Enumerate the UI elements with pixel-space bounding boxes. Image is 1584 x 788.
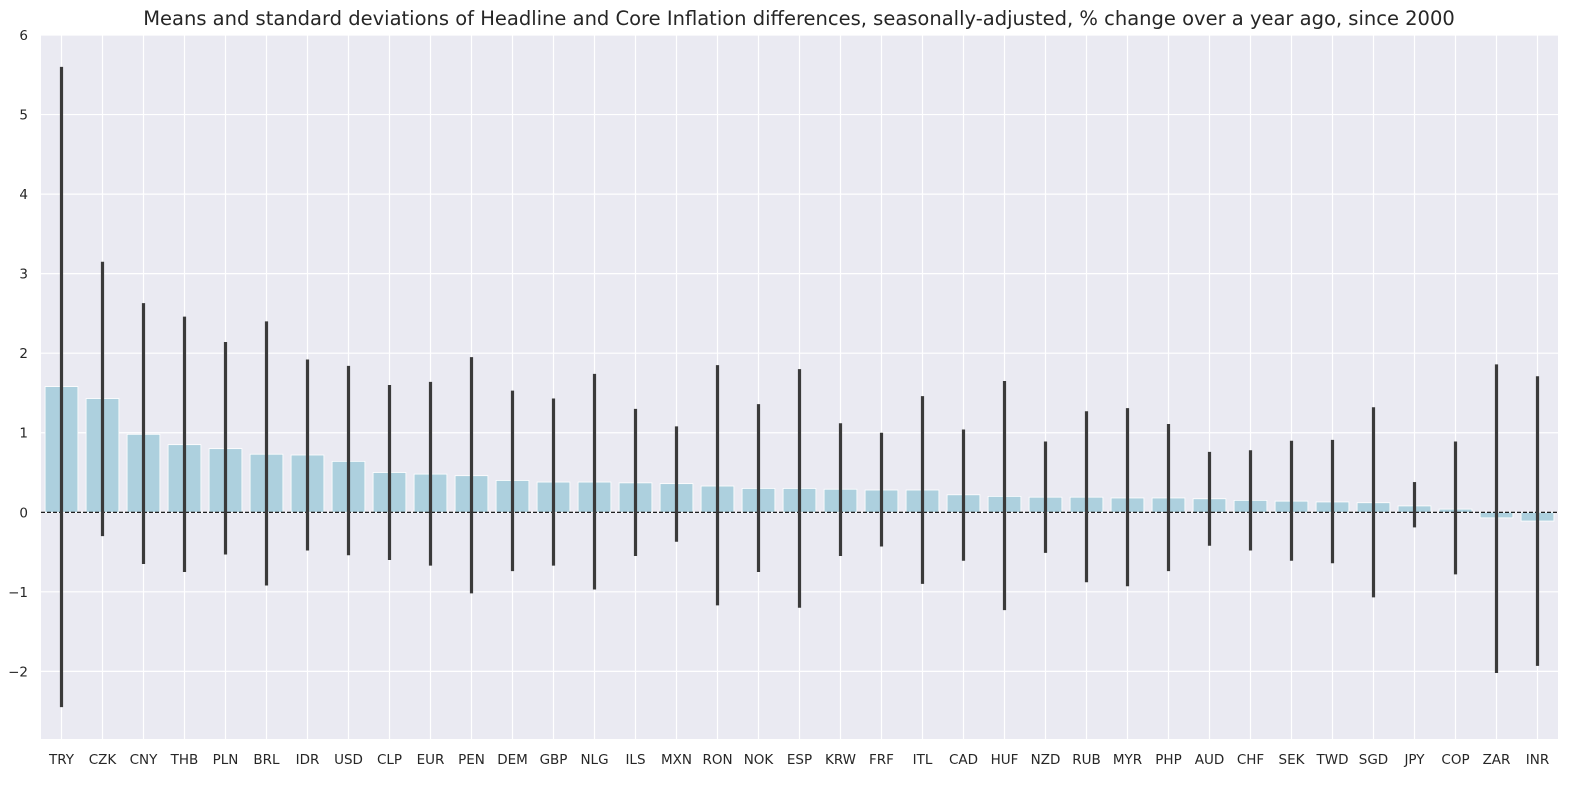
x-tick-label: PLN [213, 752, 239, 768]
x-tick-label: GBP [540, 752, 568, 768]
y-tick-label: 0 [19, 505, 28, 521]
x-tick-label: CAD [949, 752, 978, 768]
x-tick-label: EUR [417, 752, 445, 768]
x-tick-label: ILS [625, 752, 645, 768]
x-tick-label: TRY [48, 752, 75, 768]
x-tick-label: CHF [1237, 752, 1264, 768]
y-axis-ticks: −2 −1 0 1 2 3 4 5 6 [8, 28, 28, 680]
x-tick-label: PHP [1155, 752, 1181, 768]
x-tick-label: BRL [253, 752, 280, 768]
x-tick-label: KRW [825, 752, 856, 768]
x-tick-label: AUD [1195, 752, 1225, 768]
y-tick-label: 4 [19, 187, 28, 203]
y-tick-label: 1 [19, 426, 28, 442]
x-tick-label: HUF [991, 752, 1019, 768]
x-tick-label: THB [170, 752, 199, 768]
y-tick-label: 2 [19, 346, 28, 362]
x-tick-label: CZK [89, 752, 118, 768]
y-tick-label: 3 [19, 267, 28, 283]
x-tick-label: MXN [661, 752, 692, 768]
x-tick-label: INR [1526, 752, 1549, 768]
chart-title: Means and standard deviations of Headlin… [143, 7, 1455, 30]
x-tick-label: COP [1441, 752, 1469, 768]
x-tick-label: CNY [130, 752, 159, 768]
x-tick-label: ZAR [1483, 752, 1511, 768]
x-tick-label: NZD [1031, 752, 1061, 768]
x-axis-ticks: TRY CZK CNY THB PLN BRL IDR USD CLP EUR PEN DEM GBP N… [48, 752, 1549, 768]
x-tick-label: NLG [580, 752, 608, 768]
y-tick-label: −1 [8, 585, 28, 601]
x-tick-label: MYR [1113, 752, 1142, 768]
x-tick-label: SGD [1359, 752, 1388, 768]
x-tick-label: CLP [377, 752, 402, 768]
x-tick-label: RON [702, 752, 732, 768]
y-tick-label: −2 [8, 664, 28, 680]
error-bars [59, 66, 1540, 708]
x-tick-label: SEK [1279, 752, 1306, 768]
x-tick-label: PEN [458, 752, 485, 768]
x-tick-label: TWD [1316, 752, 1349, 768]
x-tick-label: USD [334, 752, 363, 768]
x-tick-label: JPY [1403, 752, 1425, 768]
x-tick-label: IDR [296, 752, 320, 768]
x-tick-label: FRF [869, 752, 894, 768]
y-tick-label: 5 [19, 108, 28, 124]
x-tick-label: DEM [497, 752, 528, 768]
y-tick-label: 6 [19, 28, 28, 44]
x-tick-label: ITL [913, 752, 933, 768]
x-tick-label: RUB [1072, 752, 1101, 768]
x-tick-label: NOK [744, 752, 775, 768]
x-tick-label: ESP [787, 752, 812, 768]
